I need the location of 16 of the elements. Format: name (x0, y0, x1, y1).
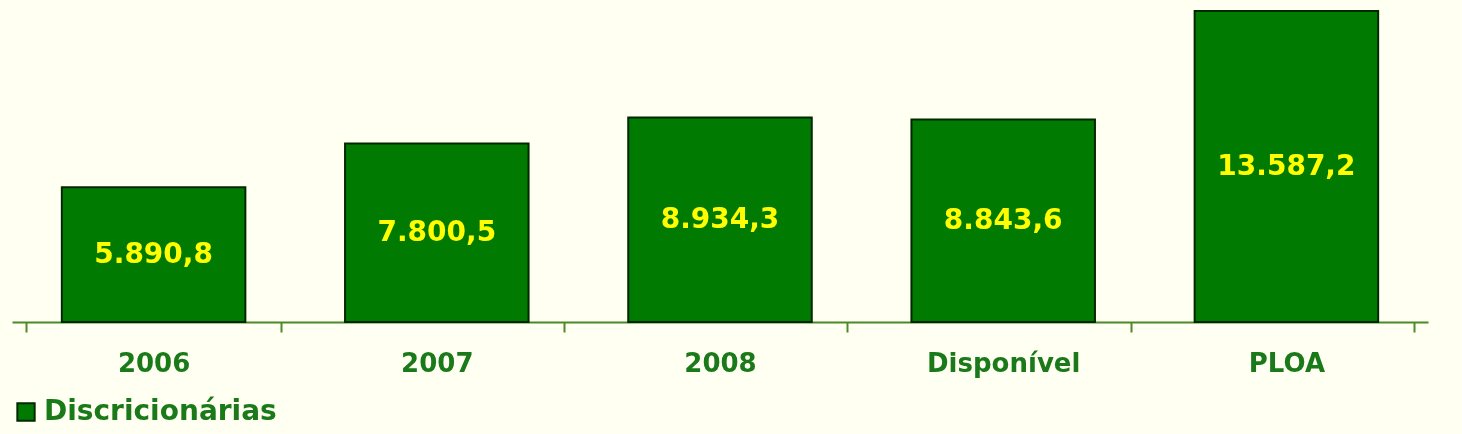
data-label: 13.587,2 (1217, 148, 1356, 182)
data-label: 8.934,3 (660, 201, 780, 235)
legend-label: Discricionárias (44, 394, 277, 427)
x-tick-label: 2006 (117, 347, 191, 378)
data-label: 5.890,8 (94, 236, 213, 270)
x-tick-label: Disponível (927, 347, 1081, 378)
bar (627, 116, 813, 323)
x-tick-label: 2008 (684, 347, 757, 378)
bar (1193, 10, 1380, 323)
x-tick-label: PLOA (1248, 347, 1326, 378)
x-tick-label: 2007 (401, 347, 474, 378)
bar (60, 186, 247, 323)
data-label: 8.843,6 (943, 202, 1063, 236)
bar (344, 142, 530, 323)
bar (910, 118, 1096, 323)
data-label: 7.800,5 (377, 214, 497, 248)
